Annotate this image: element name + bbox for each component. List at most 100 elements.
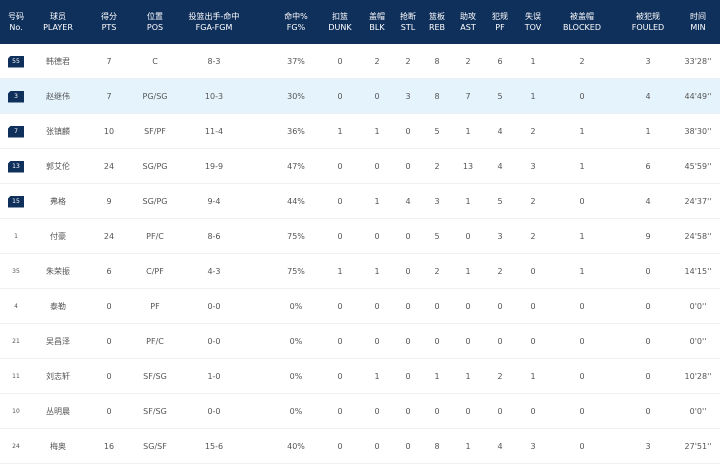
- cell-fga-fgm: 11-4: [179, 114, 249, 149]
- cell-no: 10: [1, 394, 31, 429]
- cell-blk: 0: [362, 149, 392, 184]
- table-row[interactable]: 24 梅奥 16 SG/SF 15-6 40% 0 0 0 8 1 4 3 0 3 27'51'': [0, 429, 720, 464]
- cell-fga-fgm: 8-6: [179, 219, 249, 254]
- stat-value: 0%: [289, 372, 303, 381]
- cell-tov: 1: [518, 79, 548, 114]
- cell-stl: 0: [393, 394, 423, 429]
- stat-value: 44%: [287, 197, 305, 206]
- player-name[interactable]: 张镇麟: [46, 127, 70, 136]
- table-row[interactable]: 7 张镇麟 10 SF/PF 11-4 36% 1 1 0 5 1 4 2 1 1 38'30'': [0, 114, 720, 149]
- cell-reb: 3: [422, 184, 452, 219]
- jersey-number: 10: [12, 408, 20, 415]
- player-name[interactable]: 吴昌泽: [46, 337, 70, 346]
- stat-value: 0: [465, 232, 471, 241]
- table-row[interactable]: 15 弗格 9 SG/PG 9-4 44% 0 1 4 3 1 5 2 0 4 24'37'': [0, 184, 720, 219]
- stat-value: 45'59'': [684, 162, 712, 171]
- stat-value: 3: [434, 197, 440, 206]
- stat-value: 2: [374, 57, 380, 66]
- cell-reb: 2: [422, 149, 452, 184]
- cell-pos: SF/SG: [128, 359, 182, 394]
- cell-no: 7: [1, 114, 31, 149]
- column-header-en: PTS: [101, 23, 117, 32]
- cell-ast: 1: [453, 254, 483, 289]
- stat-value: 0: [497, 302, 503, 311]
- cell-pf: 4: [485, 149, 515, 184]
- column-header-en: REB: [428, 23, 446, 32]
- cell-dunk: 0: [322, 219, 358, 254]
- stat-value: 0: [337, 197, 343, 206]
- player-name[interactable]: 刘志轩: [46, 372, 70, 381]
- player-name[interactable]: 郭艾伦: [46, 162, 70, 171]
- table-row[interactable]: 11 刘志轩 0 SF/SG 1-0 0% 0 1 0 1 1 2 1 0 0 10'28'': [0, 359, 720, 394]
- stat-value: 4: [645, 197, 651, 206]
- cell-pf: 0: [485, 324, 515, 359]
- stat-value: 0: [106, 337, 112, 346]
- cell-stl: 0: [393, 254, 423, 289]
- player-name[interactable]: 付豪: [50, 232, 66, 241]
- stat-value: 1: [530, 92, 536, 101]
- column-header-en: MIN: [690, 23, 706, 32]
- starter-number-badge: 13: [8, 160, 24, 173]
- table-row[interactable]: 4 泰勒 0 PF 0-0 0% 0 0 0 0 0 0 0 0 0 0'0'': [0, 289, 720, 324]
- player-name[interactable]: 韩德君: [46, 57, 70, 66]
- cell-fga-fgm: 4-3: [179, 254, 249, 289]
- cell-reb: 0: [422, 324, 452, 359]
- table-row[interactable]: 35 朱荣振 6 C/PF 4-3 75% 1 1 0 2 1 2 0 1 0 14'15'': [0, 254, 720, 289]
- player-name[interactable]: 丛明晨: [46, 407, 70, 416]
- player-name[interactable]: 泰勒: [50, 302, 66, 311]
- column-header-cn: 时间: [690, 12, 706, 21]
- stat-value: 19-9: [204, 162, 224, 171]
- column-header-cn: 抢断: [400, 12, 416, 21]
- stat-value: 47%: [287, 162, 305, 171]
- stat-value: 2: [405, 57, 411, 66]
- cell-pts: 24: [91, 219, 127, 254]
- table-row[interactable]: 55 韩德君 7 C 8-3 37% 0 2 2 8 2 6 1 2 3 33'28'': [0, 44, 720, 79]
- cell-pts: 10: [91, 114, 127, 149]
- stat-value: 3: [497, 232, 503, 241]
- stat-value: 75%: [287, 267, 305, 276]
- stat-value: 4: [497, 127, 503, 136]
- stat-value: SF/SG: [143, 407, 167, 416]
- starter-number-badge: 15: [8, 195, 24, 208]
- column-header-pts: 得分 PTS: [91, 0, 127, 44]
- stat-value: 0%: [289, 302, 303, 311]
- table-row[interactable]: 13 郭艾伦 24 SG/PG 19-9 47% 0 0 0 2 13 4 3 1 6 45'59'': [0, 149, 720, 184]
- cell-pts: 7: [91, 44, 127, 79]
- table-row[interactable]: 1 付豪 24 PF/C 8-6 75% 0 0 0 5 0 3 2 1 9 24'58'': [0, 219, 720, 254]
- cell-ast: 13: [453, 149, 483, 184]
- table-header: 号码 No. 球员 PLAYER 得分 PTS 位置 POS 投篮出手-命中 FGA-FGM 命中%…: [0, 0, 720, 44]
- stat-value: 0: [579, 337, 585, 346]
- stat-value: 40%: [287, 442, 305, 451]
- stat-value: 1: [579, 267, 585, 276]
- player-name[interactable]: 朱荣振: [46, 267, 70, 276]
- stat-value: 1: [374, 372, 380, 381]
- cell-fga-fgm: 0-0: [179, 324, 249, 359]
- stat-value: 6: [497, 57, 503, 66]
- cell-pos: SG/SF: [128, 429, 182, 464]
- stat-value: PF/C: [146, 337, 164, 346]
- player-name[interactable]: 梅奥: [50, 442, 66, 451]
- player-name[interactable]: 弗格: [50, 197, 66, 206]
- cell-fg-pct: 30%: [276, 79, 316, 114]
- cell-fga-fgm: 19-9: [179, 149, 249, 184]
- column-header-blk: 盖帽 BLK: [362, 0, 392, 44]
- cell-fga-fgm: 8-3: [179, 44, 249, 79]
- cell-pf: 6: [485, 44, 515, 79]
- column-header-en: PF: [495, 23, 505, 32]
- stat-value: 0: [579, 92, 585, 101]
- column-header-player: 球员 PLAYER: [33, 0, 83, 44]
- player-name[interactable]: 赵继伟: [46, 92, 70, 101]
- cell-blocked: 0: [554, 289, 610, 324]
- stat-value: 0: [465, 302, 471, 311]
- stat-value: 0: [337, 372, 343, 381]
- stat-value: 14'15'': [684, 267, 712, 276]
- stat-value: 0: [497, 407, 503, 416]
- table-row[interactable]: 21 吴昌泽 0 PF/C 0-0 0% 0 0 0 0 0 0 0 0 0 0'0'': [0, 324, 720, 359]
- cell-ast: 2: [453, 44, 483, 79]
- cell-fg-pct: 40%: [276, 429, 316, 464]
- stat-value: PG/SG: [142, 92, 168, 101]
- cell-pf: 3: [485, 219, 515, 254]
- table-row[interactable]: 10 丛明晨 0 SF/SG 0-0 0% 0 0 0 0 0 0 0 0 0 0'0'': [0, 394, 720, 429]
- table-row[interactable]: 3 赵继伟 7 PG/SG 10-3 30% 0 0 3 8 7 5 1 0 4 44'49'': [0, 79, 720, 114]
- cell-pos: PG/SG: [128, 79, 182, 114]
